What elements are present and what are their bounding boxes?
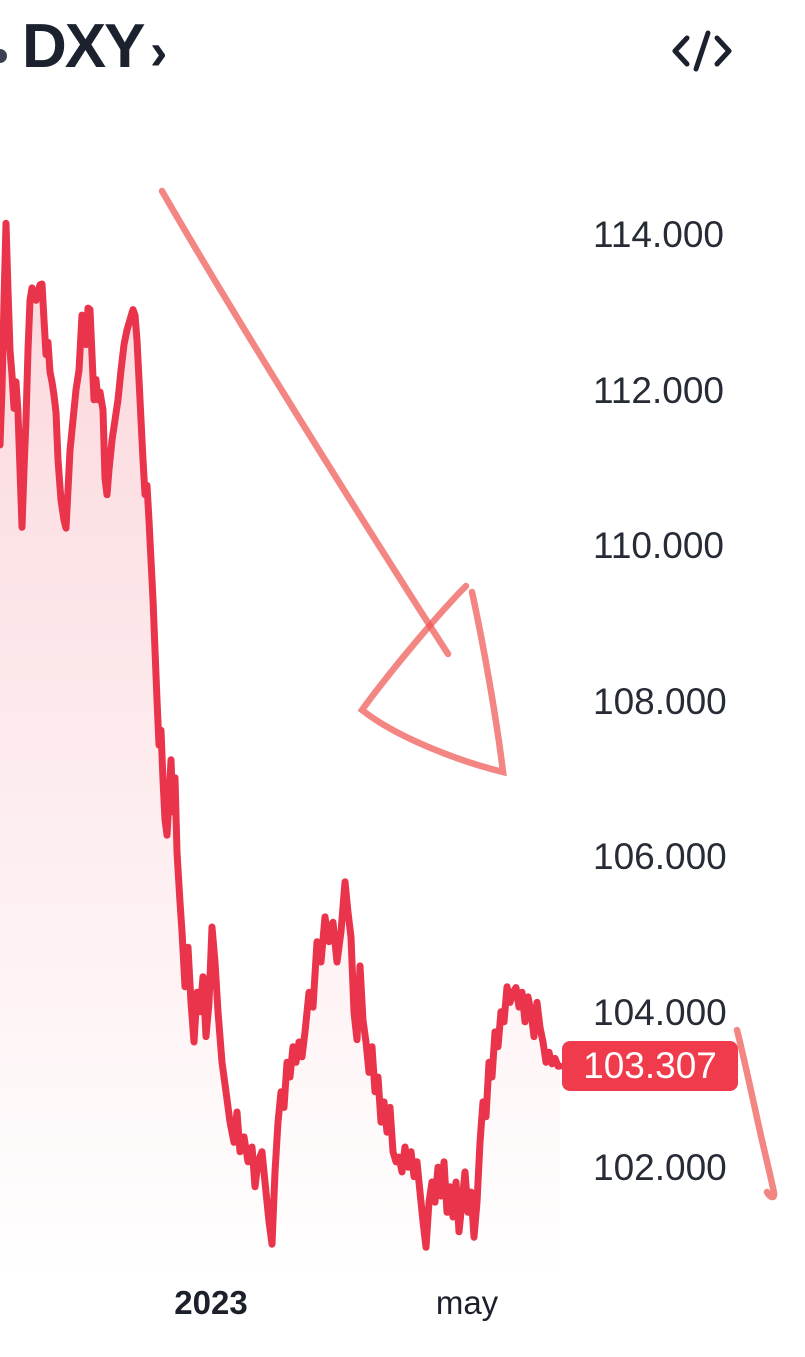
price-line xyxy=(0,219,564,1251)
x-axis-label: may xyxy=(435,1284,499,1321)
y-axis-label: 106.000 xyxy=(593,836,727,877)
y-axis-label: 108.000 xyxy=(593,680,727,722)
header: DXY › xyxy=(0,0,805,130)
y-axis-label: 114.000 xyxy=(593,214,724,255)
y-axis-label: 110.000 xyxy=(593,525,724,566)
x-axis-label: 2023 xyxy=(174,1284,248,1321)
code-icon[interactable] xyxy=(671,28,733,74)
y-axis-label: 112.000 xyxy=(593,369,724,411)
price-badge-value: 103.307 xyxy=(583,1045,717,1087)
partial-logo-dot xyxy=(0,49,7,63)
price-badge: 103.307 xyxy=(562,1041,738,1092)
symbol-title[interactable]: DXY xyxy=(22,12,145,81)
area-fill xyxy=(0,223,560,1272)
chevron-right-icon[interactable]: › xyxy=(150,23,168,81)
y-axis-label: 104.000 xyxy=(593,991,727,1033)
y-axis-label: 102.000 xyxy=(593,1147,727,1188)
